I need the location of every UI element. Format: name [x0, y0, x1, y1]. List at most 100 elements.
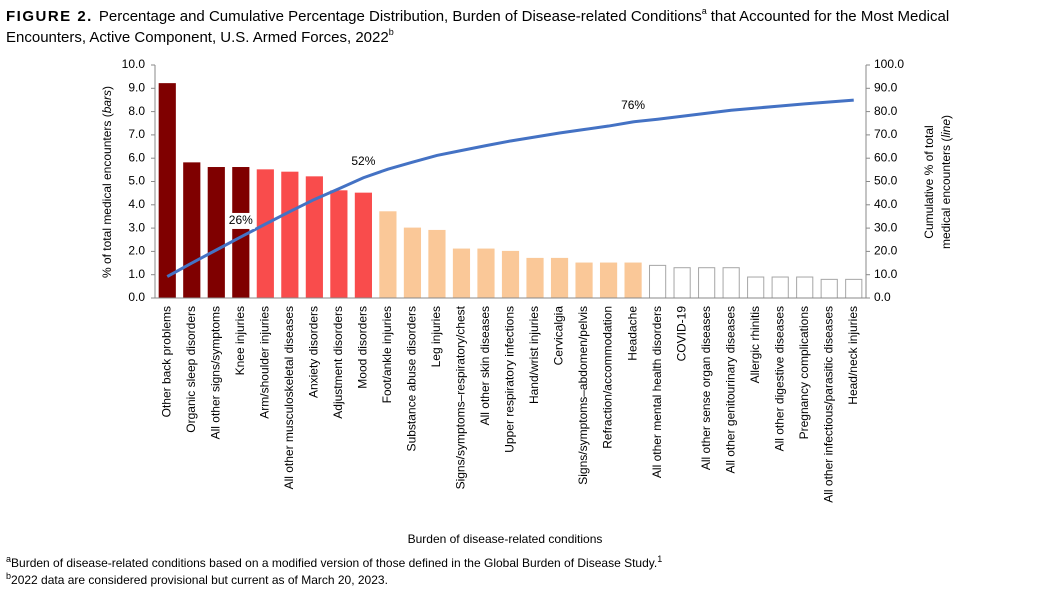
data-label: 26%	[229, 213, 253, 227]
y-tick-label: 0.0	[128, 290, 145, 304]
x-tick-label: All other sense organ diseases	[699, 306, 713, 470]
title-text: Percentage and Cumulative Percentage Dis…	[99, 8, 702, 25]
bar	[281, 171, 299, 299]
x-tick-label: Signs/symptoms–respiratory/chest	[454, 305, 468, 489]
x-tick-label: COVID-19	[674, 306, 688, 362]
bar	[305, 176, 323, 299]
x-tick-label: All other skin diseases	[478, 306, 492, 425]
bar	[330, 190, 348, 299]
x-tick-label: All other infectious/parasitic diseases	[821, 306, 835, 503]
chart-title: FIGURE 2. Percentage and Cumulative Perce…	[6, 6, 949, 25]
data-label: 76%	[621, 98, 645, 112]
x-tick-label: All other mental health disorders	[650, 306, 664, 478]
footnote-ref: 1	[657, 554, 662, 564]
x-tick-label: All other musculoskeletal diseases	[282, 306, 296, 489]
title-sup: b	[389, 27, 394, 37]
x-axis-label: Burden of disease-related conditions	[408, 532, 603, 546]
x-tick-label: All other genitourinary diseases	[723, 306, 737, 473]
bar	[403, 227, 422, 299]
x-tick-label: Substance abuse disorders	[405, 306, 419, 451]
x-tick-label: Knee injuries	[233, 306, 247, 375]
bar	[452, 248, 471, 299]
y2-tick-label: 100.0	[874, 57, 904, 71]
bar	[256, 169, 274, 299]
bar	[698, 267, 716, 299]
bar	[820, 278, 838, 299]
x-tick-label: All other digestive diseases	[772, 306, 786, 451]
bar	[477, 248, 495, 299]
footnote: b2022 data are considered provisional bu…	[6, 571, 388, 587]
label-text: line	[939, 119, 953, 138]
bar	[649, 264, 667, 299]
x-tick-label: Hand/wrist injuries	[527, 306, 541, 404]
y2-tick-label: 30.0	[874, 220, 898, 234]
footnote-text: Burden of disease-related conditions bas…	[11, 556, 657, 570]
bar	[379, 211, 397, 299]
cumulative-line	[166, 98, 854, 278]
y-tick-label: 2.0	[128, 244, 145, 258]
x-tick-label: Signs/symptoms–abdomen/pelvis	[576, 306, 590, 485]
y-axis-label: % of total medical encounters (bars)	[100, 86, 114, 278]
x-tick-label: Headache	[625, 306, 639, 361]
y2-tick-label: 60.0	[874, 150, 898, 164]
footnote-text: 2022 data are considered provisional but…	[11, 573, 388, 587]
title-text: Encounters, Active Component, U.S. Armed…	[6, 29, 389, 46]
x-tick-label: Refraction/accommodation	[601, 306, 615, 449]
y-tick-label: 8.0	[128, 104, 145, 118]
x-tick-label: Cervicalgia	[552, 306, 566, 366]
y2-tick-label: 70.0	[874, 127, 898, 141]
y2-tick-label: 50.0	[874, 174, 898, 188]
y2-tick-label: 20.0	[874, 244, 898, 258]
bar	[599, 262, 618, 299]
bar	[354, 192, 372, 299]
bar	[428, 229, 446, 299]
x-tick-label: Foot/ankle injuries	[380, 306, 394, 403]
bar	[673, 267, 691, 299]
x-tick-label: Adjustment disorders	[331, 306, 345, 419]
y-tick-label: 5.0	[128, 174, 145, 188]
label-text: )	[939, 115, 953, 119]
x-tick-label: Mood disorders	[356, 306, 370, 389]
y2-tick-label: 90.0	[874, 80, 898, 94]
y-tick-label: 10.0	[122, 57, 146, 71]
y2-tick-label: 10.0	[874, 267, 898, 281]
label-text: medical encounters (	[939, 138, 953, 249]
y-tick-label: 6.0	[128, 150, 145, 164]
x-tick-label: Other back problems	[159, 306, 173, 417]
title-text: that Accounted for the Most Medical	[711, 8, 949, 25]
bar	[624, 262, 642, 299]
y2-axis-label: medical encounters (line)	[939, 115, 953, 249]
label-text: bars	[100, 90, 114, 113]
x-tick-label: Organic sleep disorders	[184, 306, 198, 433]
y-tick-label: 1.0	[128, 267, 145, 281]
label-bg	[226, 212, 255, 229]
y2-tick-label: 80.0	[874, 104, 898, 118]
label-text: )	[100, 86, 114, 90]
x-tick-label: All other signs/symptoms	[208, 306, 222, 439]
x-tick-label: Head/neck injuries	[846, 306, 860, 405]
bar	[207, 167, 225, 299]
figure-label: FIGURE 2.	[6, 8, 93, 25]
bar	[158, 83, 176, 299]
y-tick-label: 7.0	[128, 127, 145, 141]
x-tick-label: Upper respiratory infections	[503, 306, 517, 453]
x-tick-label: Pregnancy complications	[797, 306, 811, 439]
x-tick-label: Anxiety disorders	[307, 306, 321, 398]
y-tick-label: 3.0	[128, 220, 145, 234]
label-text: % of total medical encounters (	[100, 113, 114, 278]
bar	[796, 276, 814, 299]
bar	[183, 162, 201, 299]
bar	[722, 267, 740, 299]
bar	[747, 276, 765, 299]
data-label: 52%	[351, 154, 375, 168]
title-sup: a	[702, 6, 707, 16]
bar	[845, 278, 863, 299]
y2-tick-label: 0.0	[874, 290, 891, 304]
label-bg	[349, 153, 378, 170]
y-tick-label: 4.0	[128, 197, 145, 211]
bar	[550, 257, 569, 299]
x-tick-label: Allergic rhinitis	[748, 306, 762, 383]
bar	[526, 257, 544, 299]
bar	[501, 250, 520, 299]
